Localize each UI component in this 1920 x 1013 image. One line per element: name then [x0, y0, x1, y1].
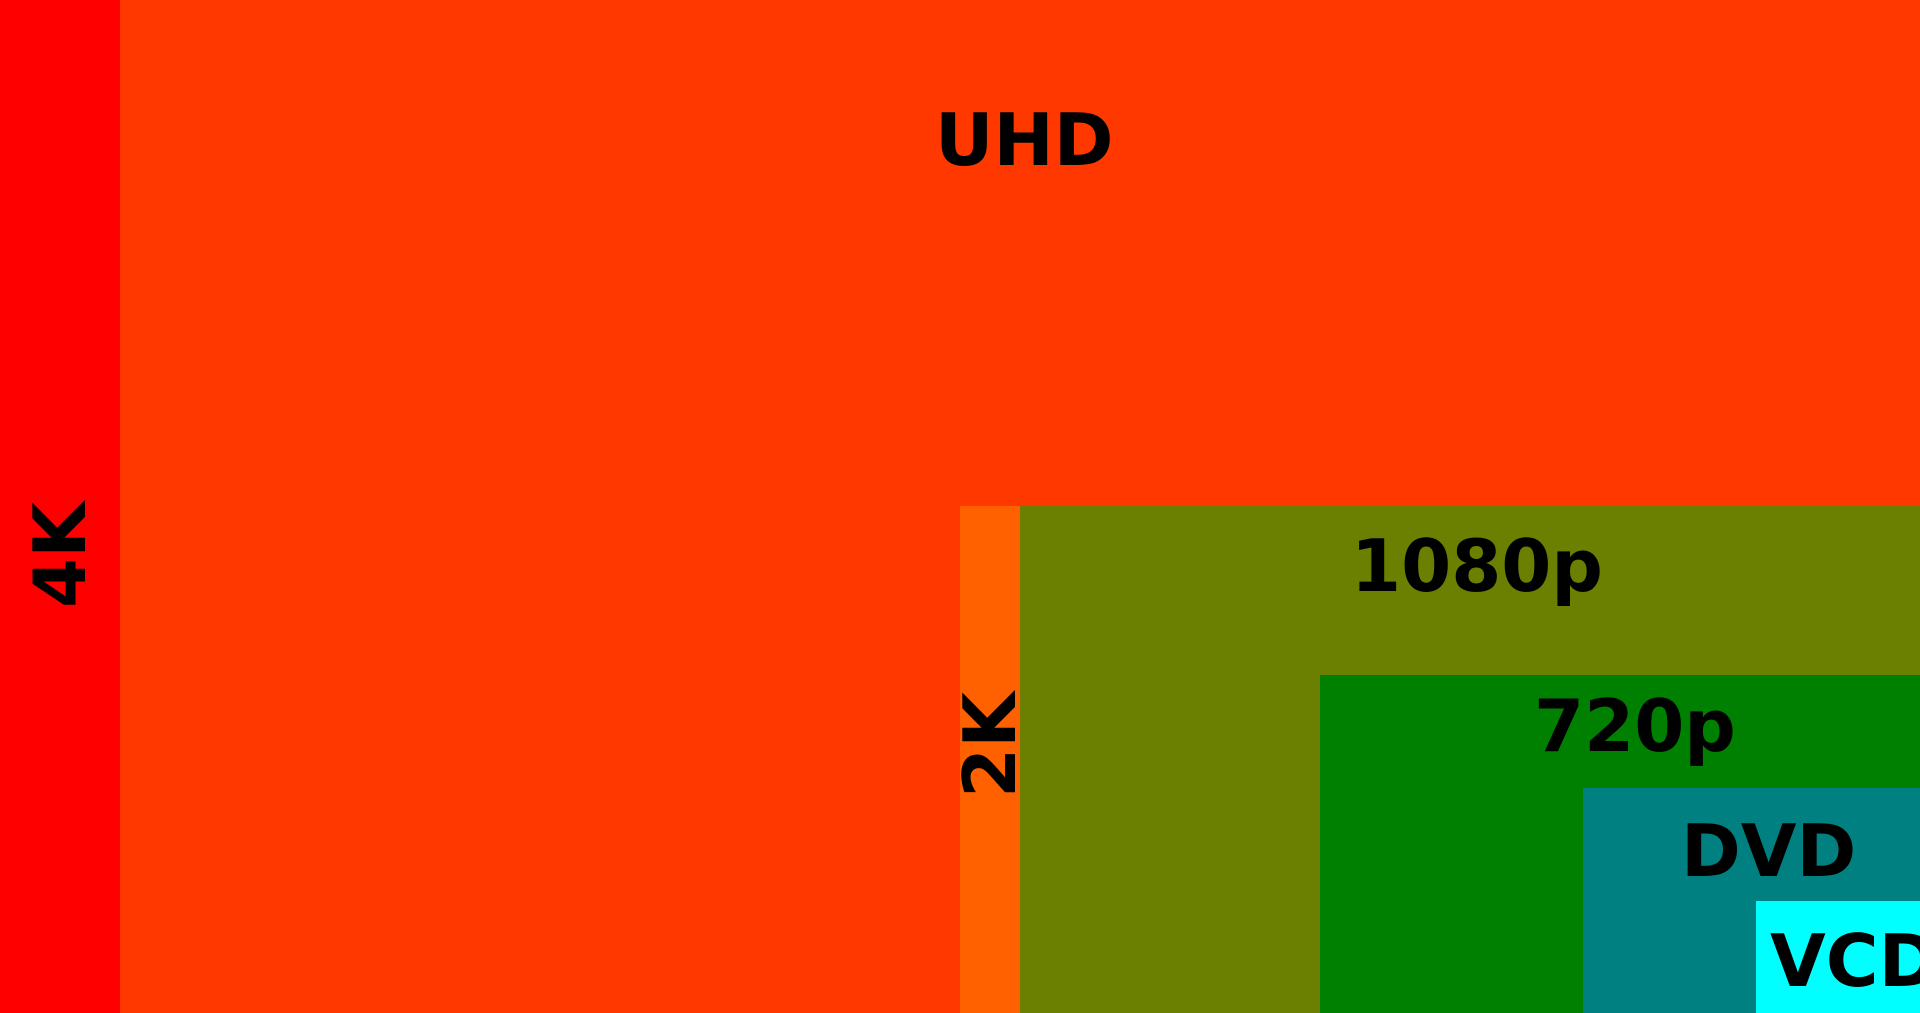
label-1080p: 1080p [1351, 524, 1603, 608]
label-uhd: UHD [935, 98, 1114, 182]
label-dvd: DVD [1681, 809, 1857, 893]
label-2k: 2K [948, 692, 1032, 798]
region-vcd [1756, 901, 1920, 1013]
label-4k: 4K [18, 502, 102, 608]
label-720p: 720p [1534, 684, 1736, 768]
label-vcd: VCD [1770, 919, 1920, 1003]
